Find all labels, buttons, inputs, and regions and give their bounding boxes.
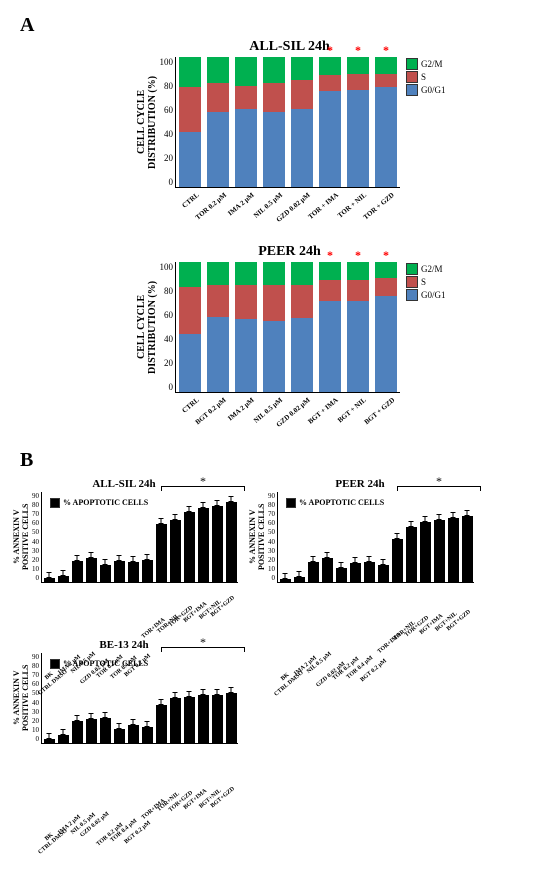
bar: *TOR + NIL <box>347 57 369 187</box>
bar: IMA 2 µM <box>235 57 257 187</box>
panel-a-label: A <box>20 14 559 37</box>
bar: BGT 0.2 µM <box>207 262 229 392</box>
stacked-charts-area: ALL-SIL 24hCELL CYCLE DISTRIBUTION (%)10… <box>10 39 559 435</box>
bar: IMA 2 µM <box>235 262 257 392</box>
bar: NIL 0.5 µM <box>263 262 285 392</box>
bar: *BGT + GZD <box>375 262 397 392</box>
legend: G2/MSG0/G1 <box>406 262 446 302</box>
bar: NIL 0.5 µM <box>263 57 285 187</box>
panel-b-label: B <box>20 449 559 472</box>
bar: *BGT + IMA <box>319 262 341 392</box>
bar: GZD 0.02 µM <box>291 262 313 392</box>
y-axis-label: CELL CYCLE DISTRIBUTION (%) <box>134 262 160 392</box>
bar: *TOR + IMA <box>319 57 341 187</box>
bar: CTRL <box>179 57 201 187</box>
bar-charts-area: ALL-SIL 24h% ANNEXIN V POSITIVE CELLS908… <box>10 474 559 796</box>
bar: GZD 0.02 µM <box>291 57 313 187</box>
legend: G2/MSG0/G1 <box>406 57 446 97</box>
bar: *TOR + GZD <box>375 57 397 187</box>
bar: TOR 0.2 µM <box>207 57 229 187</box>
y-axis-label: CELL CYCLE DISTRIBUTION (%) <box>134 57 160 187</box>
chart-title: PEER 24h <box>258 244 321 260</box>
chart-title: ALL-SIL 24h <box>249 39 330 55</box>
bar: *BGT + NIL <box>347 262 369 392</box>
bar: CTRL <box>179 262 201 392</box>
